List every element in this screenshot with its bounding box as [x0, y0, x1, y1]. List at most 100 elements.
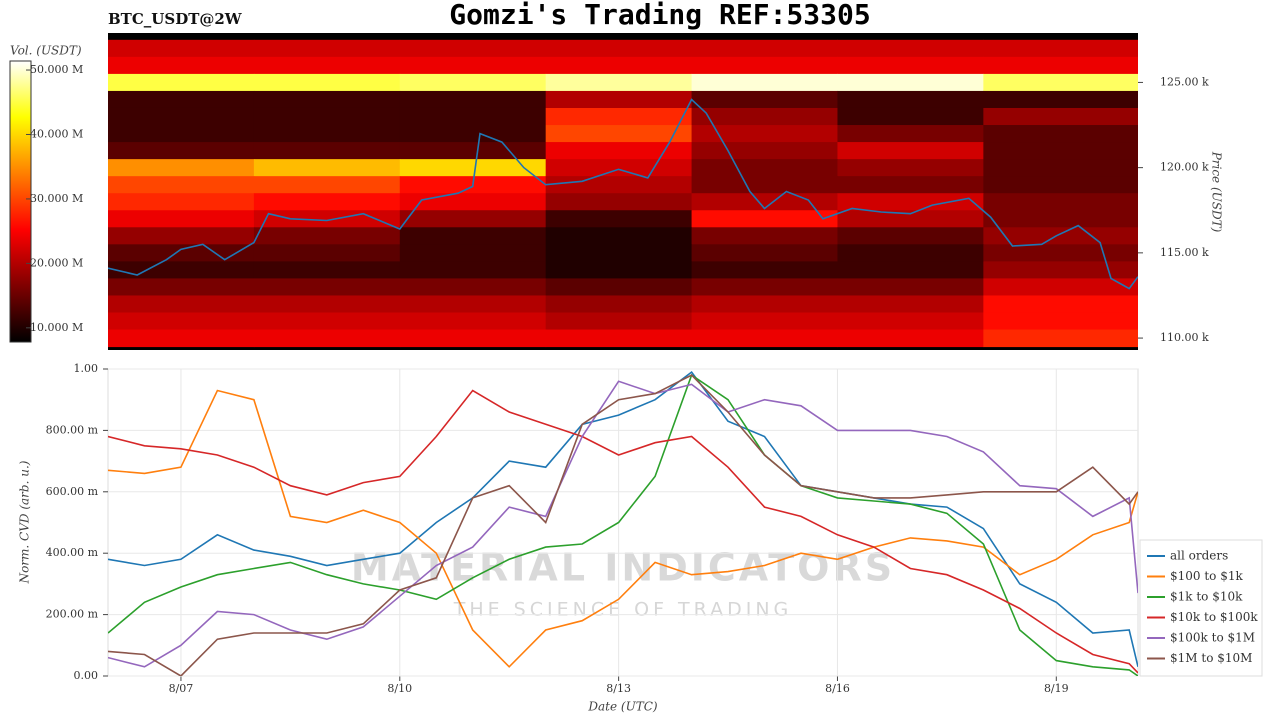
symbol-label: BTC_USDT@2W [108, 10, 243, 28]
heatmap-cell [837, 39, 984, 58]
heatmap-cell [691, 210, 838, 228]
heatmap-cell [983, 210, 1138, 228]
legend-label: $100k to $1M [1170, 631, 1255, 645]
heatmap-cell [108, 159, 255, 177]
heatmap-cell [837, 261, 984, 279]
heatmap-cell [253, 244, 401, 262]
y-tick-label: 800.00 m [46, 423, 99, 436]
heatmap-cell [983, 90, 1138, 109]
y-tick-label: 0.00 [74, 669, 99, 682]
heatmap-cell [253, 90, 401, 109]
y-tick-label: 600.00 m [46, 485, 99, 498]
heatmap-cell [108, 193, 255, 211]
heatmap-cell [399, 39, 547, 58]
heatmap-cell [691, 329, 838, 348]
heatmap-cell [108, 261, 255, 279]
heatmap-cell [983, 227, 1138, 245]
x-tick-label: 8/16 [825, 682, 850, 695]
cvd-line [108, 373, 1138, 676]
heatmap-cell [545, 107, 693, 126]
colorbar-tick-label: 10.000 M [30, 321, 83, 334]
heatmap-cell [545, 278, 693, 296]
heatmap-cell [837, 56, 984, 75]
cvd-line [108, 389, 1138, 674]
heatmap-cell [983, 295, 1138, 314]
heatmap-cell [108, 295, 255, 314]
heatmap-cell [837, 176, 984, 194]
y-axis-title: Norm. CVD (arb. u.) [18, 460, 32, 584]
heatmap-cell [545, 227, 693, 245]
heatmap-cell [837, 193, 984, 211]
heatmap-cell [253, 107, 401, 126]
heatmap-cell [253, 193, 401, 211]
heatmap-cell [983, 142, 1138, 160]
y-tick-label: 1.00 [74, 362, 99, 375]
heatmap-cell [108, 56, 255, 75]
heatmap-cell [837, 125, 984, 143]
heatmap-cell [691, 227, 838, 245]
heatmap-cell [253, 329, 401, 348]
heatmap-cell [545, 142, 693, 160]
heatmap-cell [983, 244, 1138, 262]
cvd-plot-area [107, 368, 1139, 677]
heatmap-cell [399, 193, 547, 211]
cvd-line [108, 380, 1138, 668]
heatmap-cell [253, 278, 401, 296]
x-tick-label: 8/07 [169, 682, 194, 695]
heatmap-cell [983, 39, 1138, 58]
heatmap-cell [399, 56, 547, 75]
heatmap-cell [545, 329, 693, 348]
heatmap-cell [108, 329, 255, 348]
y-tick-label: 400.00 m [46, 546, 99, 559]
heatmap-cell [399, 329, 547, 348]
heatmap-cell [691, 90, 838, 109]
chart-title: Gomzi's Trading REF:53305 [449, 0, 870, 31]
cvd-line [108, 389, 1138, 668]
heatmap-cell [983, 125, 1138, 143]
heatmap-cell [253, 210, 401, 228]
heatmap-cell [253, 261, 401, 279]
colorbar-tick-label: 30.000 M [30, 192, 83, 205]
heatmap-cell [983, 107, 1138, 126]
heatmap-cell [837, 159, 984, 177]
heatmap-cell [399, 142, 547, 160]
heatmap-cell [399, 159, 547, 177]
heatmap-cell [253, 73, 401, 92]
heatmap-cell [108, 73, 255, 92]
colorbar-tick-label: 50.000 M [30, 63, 83, 76]
heatmap-cell [691, 176, 838, 194]
heatmap-cell [253, 176, 401, 194]
heatmap-cell [545, 210, 693, 228]
legend-label: $1M to $10M [1170, 651, 1252, 665]
heatmap-cell [691, 73, 838, 92]
heatmap-cell [691, 278, 838, 296]
heatmap-cell [691, 261, 838, 279]
heatmap-cell [691, 142, 838, 160]
heatmap-cell [837, 244, 984, 262]
heatmap-cell [691, 125, 838, 143]
x-tick-label: 8/10 [387, 682, 412, 695]
legend [1139, 539, 1263, 677]
heatmap-cell [837, 312, 984, 331]
heatmap-cell [253, 227, 401, 245]
heatmap-cell [691, 244, 838, 262]
watermark-title: MATERIAL INDICATORS [351, 546, 895, 590]
heatmap-cell [399, 227, 547, 245]
y-tick-label: 125.00 k [1160, 75, 1209, 88]
heatmap-cell [399, 210, 547, 228]
heatmap-cell [691, 56, 838, 75]
heatmap-cell [983, 193, 1138, 211]
heatmap-cell [983, 56, 1138, 75]
x-tick-label: 8/13 [606, 682, 631, 695]
heatmap-cell [108, 210, 255, 228]
heatmap-cell [837, 142, 984, 160]
heatmap-cell [983, 176, 1138, 194]
price-line [108, 98, 1138, 290]
heatmap-cell [545, 125, 693, 143]
heatmap-cell [837, 73, 984, 92]
heatmap-cell [983, 312, 1138, 331]
heatmap-cell [108, 107, 255, 126]
heatmap-cell [108, 125, 255, 143]
heatmap-cell [837, 295, 984, 314]
legend-label: $100 to $1k [1170, 569, 1243, 583]
